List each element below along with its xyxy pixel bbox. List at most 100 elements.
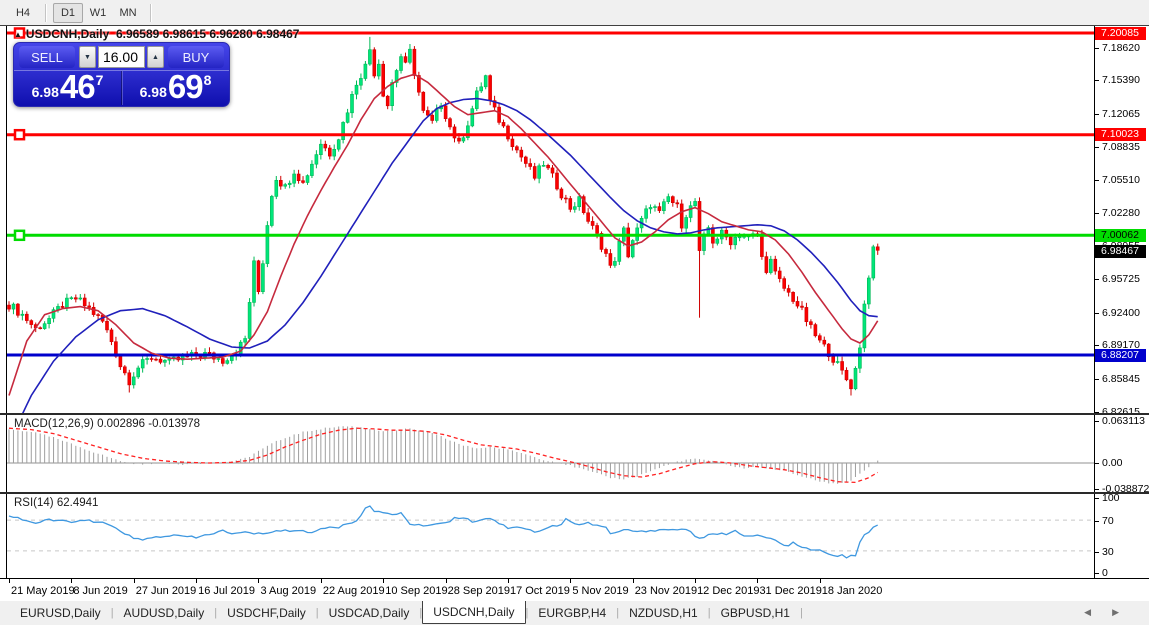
toolbar-separator (45, 3, 46, 22)
chart-tab-audusd-daily[interactable]: AUDUSD,Daily (123, 606, 205, 620)
trade-panel-price-row: 6.98 46 7 6.98 69 8 (14, 68, 229, 105)
date-tick (133, 579, 135, 583)
tab-separator: | (214, 607, 218, 619)
price-axis-tick: 7.08835 (1095, 141, 1149, 153)
date-tick (71, 579, 73, 583)
chevron-up-icon: ▲ (152, 53, 159, 61)
date-label: 10 Sep 2019 (385, 585, 448, 597)
price-axis-tick: 7.12065 (1095, 108, 1149, 120)
volume-box (98, 46, 145, 68)
price-axis-border (1094, 26, 1095, 578)
date-tick (320, 579, 322, 583)
date-label: 28 Sep 2019 (447, 585, 510, 597)
price-badge: 6.88207 (1095, 348, 1146, 362)
date-label: 31 Dec 2019 (759, 585, 822, 597)
chart-tab-eurgbp-h4[interactable]: EURGBP,H4 (538, 606, 607, 620)
sell-price-big: 46 (59, 68, 96, 105)
one-click-trading-panel: SELL ▼ ▲ BUY 6.98 46 7 6.98 (13, 42, 230, 107)
sell-price-small: 6.98 (31, 84, 59, 100)
symbol-marker-icon: ▲ (14, 30, 22, 39)
chart-tab-bar: EURUSD,Daily | AUDUSD,Daily | USDCHF,Daily | U… (0, 599, 1149, 625)
date-label: 8 Jun 2019 (73, 585, 128, 597)
price-axis-tick: 7.18620 (1095, 42, 1149, 54)
macd-axis-tick: 0.00 (1095, 457, 1149, 469)
volume-increase-button[interactable]: ▲ (147, 46, 164, 68)
tab-separator: | (315, 607, 319, 619)
date-tick (258, 579, 260, 583)
price-badge: 7.20085 (1095, 26, 1146, 40)
tab-separator: | (616, 607, 620, 619)
price-axis-tick: 6.92400 (1095, 307, 1149, 319)
rsi-axis-tick: 70 (1095, 515, 1149, 527)
panel-splitter-macd[interactable] (0, 413, 1149, 415)
date-label: 27 Jun 2019 (135, 585, 197, 597)
timeframe-button-h4[interactable]: H4 (15, 6, 31, 19)
tab-separator: | (110, 607, 114, 619)
date-label: 5 Nov 2019 (572, 585, 629, 597)
rsi-axis-tick: 0 (1095, 567, 1149, 579)
macd-canvas[interactable] (7, 416, 1094, 492)
chart-symbol-label: USDCNH,Daily (25, 27, 110, 41)
chart-tab-eurusd-daily[interactable]: EURUSD,Daily (20, 606, 101, 620)
date-tick (9, 579, 10, 583)
sell-price-sup: 7 (95, 72, 104, 88)
rsi-axis-tick: 100 (1095, 492, 1149, 504)
rsi-canvas[interactable] (7, 495, 1094, 578)
timeframe-toolbar: H4 D1 W1 MN (0, 0, 1149, 25)
toolbar-separator (150, 3, 151, 22)
price-badge: 7.00062 (1095, 228, 1146, 242)
date-tick (632, 579, 634, 583)
date-tick (570, 579, 572, 583)
date-tick (196, 579, 198, 583)
buy-price-sup: 8 (203, 72, 212, 88)
tab-scroll-right-icon[interactable]: ▶ (1112, 607, 1119, 617)
chart-left-border (6, 26, 7, 578)
rsi-axis-tick: 30 (1095, 546, 1149, 558)
price-badge: 6.98467 (1095, 244, 1146, 258)
sell-button[interactable]: SELL (19, 46, 75, 68)
macd-axis-tick: 0.063113 (1095, 415, 1149, 427)
buy-price-small: 6.98 (139, 84, 167, 100)
chart-ohlc-values: 6.96589 6.98615 6.96280 6.98467 (115, 27, 300, 41)
chart-title: ▲ USDCNH,Daily 6.96589 6.98615 6.96280 6.… (14, 27, 299, 41)
chart-tab-nzdusd-h1[interactable]: NZDUSD,H1 (629, 606, 698, 620)
macd-label: MACD(12,26,9) 0.002896 -0.013978 (14, 418, 201, 430)
price-chart-canvas[interactable] (7, 26, 1094, 413)
volume-decrease-button[interactable]: ▼ (79, 46, 96, 68)
price-axis[interactable]: 7.18620 7.15390 7.12065 7.08835 7.05510 7.022… (1095, 26, 1149, 579)
sell-price[interactable]: 6.98 46 7 (14, 68, 122, 105)
tab-separator: | (799, 607, 803, 619)
chart-tab-usdcnh-daily[interactable]: USDCNH,Daily (422, 599, 526, 624)
timeframe-button-w1[interactable]: W1 (89, 6, 107, 19)
date-tick (819, 579, 821, 583)
chart-tab-usdcad-daily[interactable]: USDCAD,Daily (328, 606, 410, 620)
date-tick (757, 579, 759, 583)
volume-input[interactable] (99, 47, 144, 67)
date-label: 12 Dec 2019 (697, 585, 760, 597)
date-tick (507, 579, 509, 583)
chevron-down-icon: ▼ (84, 53, 91, 61)
buy-price-big: 69 (167, 68, 204, 105)
chart-tab-usdchf-daily[interactable]: USDCHF,Daily (227, 606, 306, 620)
tab-scroll-left-icon[interactable]: ◀ (1084, 607, 1091, 617)
price-axis-tick: 7.15390 (1095, 74, 1149, 86)
timeframe-button-mn[interactable]: MN (119, 6, 137, 19)
tab-separator: | (707, 607, 711, 619)
date-tick (695, 579, 697, 583)
buy-button[interactable]: BUY (168, 46, 224, 68)
date-axis[interactable]: 21 May 2019 8 Jun 2019 27 Jun 2019 16 Jul 2… (0, 578, 1149, 601)
buy-price[interactable]: 6.98 69 8 (122, 68, 229, 105)
date-label: 23 Nov 2019 (634, 585, 698, 597)
tab-separator: | (525, 607, 529, 619)
price-axis-tick: 6.85845 (1095, 373, 1149, 385)
date-label: 3 Aug 2019 (260, 585, 317, 597)
price-axis-tick: 6.89170 (1095, 339, 1149, 351)
date-label: 22 Aug 2019 (322, 585, 385, 597)
timeframe-button-d1[interactable]: D1 (53, 2, 83, 23)
rsi-label: RSI(14) 62.4941 (14, 497, 99, 509)
price-axis-tick: 6.95725 (1095, 273, 1149, 285)
chart-tab-gbpusd-h1[interactable]: GBPUSD,H1 (720, 606, 790, 620)
panel-splitter-rsi[interactable] (0, 492, 1149, 494)
date-label: 21 May 2019 (11, 585, 75, 597)
